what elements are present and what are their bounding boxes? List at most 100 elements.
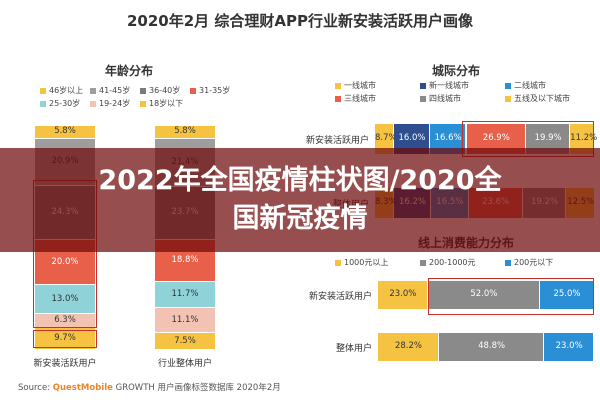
consume-bar-value-label: 23.0% [389, 289, 417, 299]
city-legend-item: 三线城市 [335, 93, 376, 104]
city-legend-item: 四线城市 [420, 93, 461, 104]
age-bar-segment [35, 314, 95, 328]
city-legend-item: 二线城市 [505, 80, 546, 91]
city-legend-item: 五线及以下城市 [505, 93, 570, 104]
consume-legend-item: 200-1000元 [420, 257, 476, 268]
city-chart-title: 城际分布 [432, 64, 481, 78]
legend-swatch [90, 100, 96, 107]
age-category-label: 行业整体用户 [157, 359, 212, 369]
consume-bar-value-label: 25.0% [553, 289, 581, 299]
age-bar-value-label: 9.7% [54, 333, 76, 344]
age-bar-segment [35, 285, 95, 314]
age-bar-segment [155, 308, 215, 333]
age-legend-item: 25-30岁 [40, 98, 80, 109]
legend-label: 18岁以下 [149, 99, 184, 108]
consume-bar-value-label: 48.8% [478, 341, 506, 351]
legend-swatch [335, 259, 341, 266]
legend-label: 二线城市 [514, 81, 546, 90]
city-legend-item: 新一线城市 [420, 80, 469, 91]
city-legend-item: 一线城市 [335, 80, 376, 91]
city-bar-value-label: 8.7% [375, 133, 397, 143]
consume-category-label: 新安装活跃用户 [308, 292, 372, 302]
legend-label: 25-30岁 [49, 99, 81, 108]
age-category-label: 新安装活跃用户 [33, 359, 97, 369]
legend-label: 200-1000元 [429, 258, 476, 267]
age-legend-item: 41-45岁 [90, 85, 130, 96]
consume-bar-segment [378, 281, 427, 309]
highlight-box-age-youngest [33, 330, 97, 348]
age-bar-value-label: 20.0% [51, 256, 79, 267]
legend-swatch [90, 87, 96, 94]
banner-line-2: 国新冠疫情 [232, 203, 368, 234]
city-bar-value-label: 19.9% [534, 133, 562, 143]
age-bar-value-label: 6.3% [54, 315, 76, 326]
city-bar-value-label: 16.0% [398, 133, 426, 143]
legend-swatch [40, 100, 46, 107]
legend-swatch [335, 82, 341, 89]
source-brand: QuestMobile [52, 383, 113, 393]
consume-bar-segment [544, 333, 593, 361]
age-legend-item: 18岁以下 [140, 98, 183, 109]
consume-bar-segment [427, 281, 539, 309]
city-bar-value-label: 11.2% [570, 133, 598, 143]
highlight-box-consumption [428, 278, 594, 315]
age-legend-item: 36-40岁 [140, 85, 180, 96]
legend-swatch [335, 95, 341, 102]
city-legend: 一线城市 新一线城市 二线城市三线城市 四线城市 五线及以下城市 [335, 80, 585, 110]
age-bar-segment [155, 333, 215, 349]
consume-legend-item: 200元以下 [505, 257, 553, 268]
consume-bar-value-label: 52.0% [470, 289, 498, 299]
source-suffix: GROWTH 用户画像标签数据库 2020年2月 [115, 383, 281, 393]
legend-label: 1000元以上 [344, 258, 389, 267]
legend-label: 31-35岁 [199, 86, 231, 95]
legend-swatch [190, 87, 196, 94]
consume-bar-value-label: 28.2% [394, 341, 422, 351]
city-category-label: 新安装活跃用户 [305, 136, 369, 146]
age-bar-value-label: 18.8% [171, 255, 199, 266]
consume-bar-segment [438, 333, 544, 361]
source-prefix: Source: [18, 383, 51, 393]
city-bar-value-label: 16.6% [434, 133, 462, 143]
legend-label: 200元以下 [514, 258, 554, 267]
legend-label: 四线城市 [429, 94, 461, 103]
page-title: 2020年2月 综合理财APP行业新安装活跃用户画像 [126, 12, 473, 30]
legend-swatch [505, 95, 511, 102]
age-bar-value-label: 11.7% [171, 289, 199, 300]
consume-category-label: 整体用户 [335, 344, 372, 354]
age-bar-segment [35, 328, 95, 349]
city-bar-segment [375, 124, 394, 154]
legend-swatch [420, 95, 426, 102]
legend-label: 三线城市 [344, 94, 376, 103]
age-bar-value-label: 5.8% [54, 126, 76, 137]
legend-swatch [420, 259, 426, 266]
consume-bar-segment [378, 333, 438, 361]
age-bar-value-label: 7.5% [174, 335, 196, 346]
legend-label: 五线及以下城市 [514, 94, 570, 103]
legend-swatch [505, 82, 511, 89]
age-legend-item: 19-24岁 [90, 98, 130, 109]
age-bar-value-label: 13.0% [51, 293, 79, 304]
legend-label: 36-40岁 [149, 86, 181, 95]
legend-swatch [140, 87, 146, 94]
banner-overlay [0, 148, 600, 252]
age-legend-item: 31-35岁 [190, 85, 230, 96]
legend-swatch [40, 87, 46, 94]
age-bar-segment [35, 126, 95, 138]
consume-bar-value-label: 23.0% [555, 341, 583, 351]
city-bar-segment [570, 124, 594, 154]
legend-label: 41-45岁 [99, 86, 131, 95]
source-note: Source: QuestMobile GROWTH 用户画像标签数据库 202… [18, 381, 281, 393]
consume-legend-item: 1000元以上 [335, 257, 388, 268]
age-bar-segment [155, 282, 215, 308]
legend-label: 一线城市 [344, 81, 376, 90]
consume-bar-segment [540, 281, 593, 309]
legend-label: 新一线城市 [429, 81, 469, 90]
age-chart-title: 年龄分布 [105, 64, 154, 78]
age-bar-segment [155, 126, 215, 138]
city-bar-value-label: 26.9% [482, 133, 510, 143]
legend-swatch [140, 100, 146, 107]
consume-legend: 1000元以上 200-1000元 200元以下 [335, 257, 585, 287]
age-legend: 46岁以上 41-45岁 36-40岁 31-35岁 25-30岁 19-24岁 18岁以下 [40, 85, 260, 113]
banner-line-1: 2022年全国疫情柱状图/2020全 [98, 165, 502, 196]
